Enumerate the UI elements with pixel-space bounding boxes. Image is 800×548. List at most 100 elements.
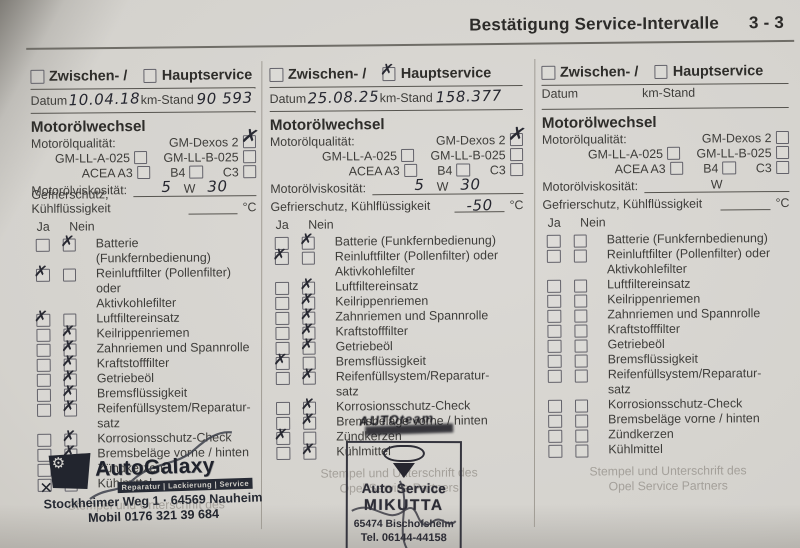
signature-stroke	[351, 480, 457, 548]
service-type-row: Zwischen- / ✗ Hauptservice	[269, 60, 523, 89]
nein-checkbox: ✗	[60, 380, 77, 402]
b4-label: B4	[703, 160, 719, 176]
gm-dexos-option: GM-Dexos 2	[702, 130, 789, 145]
gm-dexos-checkbox	[775, 130, 789, 145]
nein-checkbox	[301, 251, 315, 265]
nein-checkbox: ✗	[60, 350, 77, 372]
gm-ll-b-checkbox	[775, 145, 790, 160]
page-header: Bestätigung Service-Intervalle 3 - 3	[469, 13, 784, 35]
b4-option: B4	[703, 161, 736, 175]
ja-checkbox	[274, 236, 289, 250]
nein-checkbox	[573, 294, 588, 308]
datum-label: Datum	[541, 86, 579, 101]
nein-checkbox	[574, 414, 589, 428]
oil-spec-row: GM-LL-A-025 GM-LL-B-025	[270, 147, 524, 164]
nein-checkbox	[302, 356, 316, 370]
service-type-row: Zwischen- / Hauptservice	[541, 60, 789, 86]
ja-nein-header: Ja Nein	[32, 218, 257, 234]
handwritten-check-mark: ✗	[298, 228, 314, 249]
checklist-row: ✗ Reinluftfilter (Pollenfilter) oder Akti…	[32, 261, 257, 312]
checklist-item-label: Keilrippenriemen	[96, 325, 190, 341]
gm-ll-a-checkbox	[133, 150, 148, 165]
nein-checkbox	[573, 249, 587, 263]
ja-label: Ja	[36, 219, 50, 234]
ja-checkbox	[275, 371, 290, 385]
nein-checkbox	[574, 354, 588, 368]
checklist-item-label: Kraftstofffilter	[607, 321, 681, 337]
antifreeze-label: Gefrierschutz, Kühlflüssigkeit	[270, 198, 431, 215]
gm-ll-a-checkbox	[666, 146, 681, 161]
c3-checkbox	[775, 160, 790, 175]
car-silhouette-icon	[382, 444, 425, 463]
ja-checkbox	[275, 281, 289, 295]
viscosity-value-after: 30	[207, 177, 228, 196]
gm-ll-a-option: GM-LL-A-025	[588, 146, 681, 161]
oil-quality-row: Motorölqualität: GM-Dexos 2 ✗	[30, 122, 261, 151]
nein-checkbox: ✗	[300, 409, 317, 430]
oil-change-heading: Motorölwechsel	[30, 117, 146, 136]
checklist-row: ✗ Zahnriemen und Spannrolle	[33, 335, 258, 357]
gm-ll-b-label: GM-LL-B-025	[163, 149, 239, 165]
oil-quality-label: Motorölqualität:	[30, 135, 116, 151]
viscosity-field: W	[643, 173, 790, 194]
oil-change-heading: Motorölwechsel	[269, 116, 385, 135]
acea-option: ACEA A3	[615, 161, 684, 176]
gm-ll-b-checkbox	[242, 149, 257, 164]
viscosity-w-label: W	[436, 179, 449, 194]
viscosity-value-before: 5	[161, 177, 173, 196]
ja-checkbox	[547, 279, 561, 293]
b4-checkbox	[722, 161, 736, 175]
checklist-row: ✗ Bremsflüssigkeit	[33, 380, 258, 402]
date-km-row: Datum 25.08.25 km-Stand 158.377	[269, 86, 523, 113]
header-rule	[26, 39, 795, 50]
checklist-row: Reinluftfilter (Pollenfilter) oder Aktiv…	[543, 246, 790, 278]
stamp-workshop-name: AutoGalaxy	[94, 453, 216, 481]
ja-checkbox	[276, 416, 290, 430]
ja-checkbox	[276, 446, 290, 460]
ja-checkbox	[275, 401, 290, 415]
c3-option: C3	[490, 163, 524, 177]
gm-ll-a-option: GM-LL-A-025	[55, 150, 148, 165]
ja-checkbox	[547, 324, 562, 338]
gm-dexos-label: GM-Dexos 2	[701, 130, 772, 146]
viscosity-value-before: 5	[414, 175, 425, 194]
celsius-label: °C	[775, 195, 790, 211]
oil-quality-label: Motorölqualität:	[269, 133, 355, 149]
nein-label: Nein	[580, 215, 606, 230]
checklist-item-label: Getriebeöl	[96, 370, 155, 386]
c3-label: C3	[755, 160, 772, 175]
acea-label: ACEA A3	[614, 161, 666, 176]
nein-checkbox	[62, 268, 77, 282]
nein-label: Nein	[69, 219, 95, 234]
ja-checkbox	[547, 354, 562, 368]
gm-ll-a-option: GM-LL-A-025	[322, 148, 415, 163]
gm-ll-b-option: GM-LL-B-025	[696, 145, 790, 160]
crossed-tools-icon: ✕	[39, 478, 54, 498]
nein-checkbox: ✗	[299, 304, 316, 325]
datum-value	[579, 96, 641, 98]
antifreeze-field	[188, 198, 238, 215]
checklist-item-label: Luftfiltereinsatz	[607, 276, 691, 292]
acea-label: ACEA A3	[81, 165, 133, 180]
nein-checkbox: ✗	[299, 334, 316, 355]
page-number: 3 - 3	[748, 12, 785, 33]
oil-quality-row: Motorölqualität: GM-Dexos 2 ✗	[269, 120, 528, 149]
viscosity-row: Motorölviskosität: W	[542, 173, 790, 194]
nein-checkbox	[574, 339, 588, 353]
viscosity-value-after: 30	[460, 175, 481, 194]
ja-checkbox	[547, 399, 562, 413]
checklist-item-label: Batterie (Funkfernbedienung)	[334, 233, 496, 249]
ja-label: Ja	[275, 217, 289, 232]
gm-ll-b-option: GM-LL-B-025	[430, 148, 524, 162]
nein-checkbox	[574, 399, 589, 413]
nein-checkbox	[573, 309, 588, 323]
gm-ll-a-label: GM-LL-A-025	[321, 148, 398, 164]
km-stand-label: km-Stand	[642, 85, 696, 101]
ja-checkbox	[546, 234, 561, 248]
gm-dexos-option: GM-Dexos 2 ✗	[169, 122, 261, 149]
nein-checkbox: ✗	[60, 365, 77, 387]
antifreeze-label: Gefrierschutz, Kühlflüssigkeit	[542, 196, 703, 212]
hauptservice-checkbox	[654, 65, 668, 79]
antifreeze-field: -50	[454, 196, 505, 215]
nein-checkbox: ✗	[299, 364, 316, 385]
